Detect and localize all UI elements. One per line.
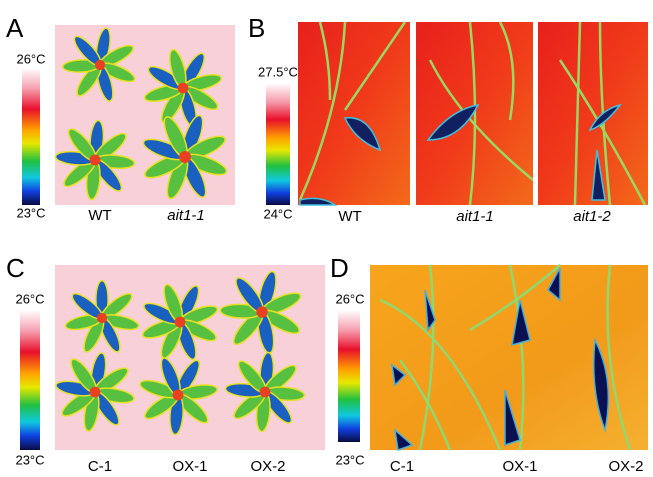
panel-letter: C [6,253,25,283]
sample-label: OX-1 [502,458,537,475]
panel-letter: A [6,13,24,43]
panel-letter: D [330,253,349,283]
sample-label: OX-1 [172,458,207,475]
figure: A 26°C 23°C WT ait1-1 B 27.5°C 24°C WT a… [0,0,653,477]
rosette-center [173,390,184,401]
sample-label: ait1-2 [573,208,611,225]
scale-min: 24°C [263,206,292,221]
rosette-center [90,155,101,166]
panel-letter: B [248,13,265,43]
rosette-center [179,151,191,163]
rosette-center [178,83,189,94]
rosette-center [260,387,271,398]
sample-label: ait1-1 [456,208,494,225]
scale-min: 23°C [335,452,364,467]
sample-label: WT [338,208,361,225]
scale-max: 27.5°C [258,64,298,79]
scale-min: 23°C [16,205,45,220]
scale-max: 26°C [16,51,45,66]
rosette-center [97,313,107,323]
sample-label: OX-2 [608,458,643,475]
color-scale [20,310,40,450]
scale-max: 26°C [335,291,364,306]
sample-label: C-1 [88,458,112,475]
rosette-center [256,306,267,317]
sample-label: ait1-1 [167,207,205,224]
thermal-image [298,22,410,205]
rosette-center [175,317,186,328]
sample-label: WT [88,207,111,224]
sample-label: OX-2 [250,458,285,475]
rosette-center [95,60,105,70]
scale-min: 23°C [15,452,44,467]
color-scale [266,83,290,205]
rosette-center [90,387,101,398]
color-scale [22,68,40,205]
sample-label: C-1 [390,458,414,475]
color-scale [338,310,360,442]
scale-max: 26°C [15,291,44,306]
